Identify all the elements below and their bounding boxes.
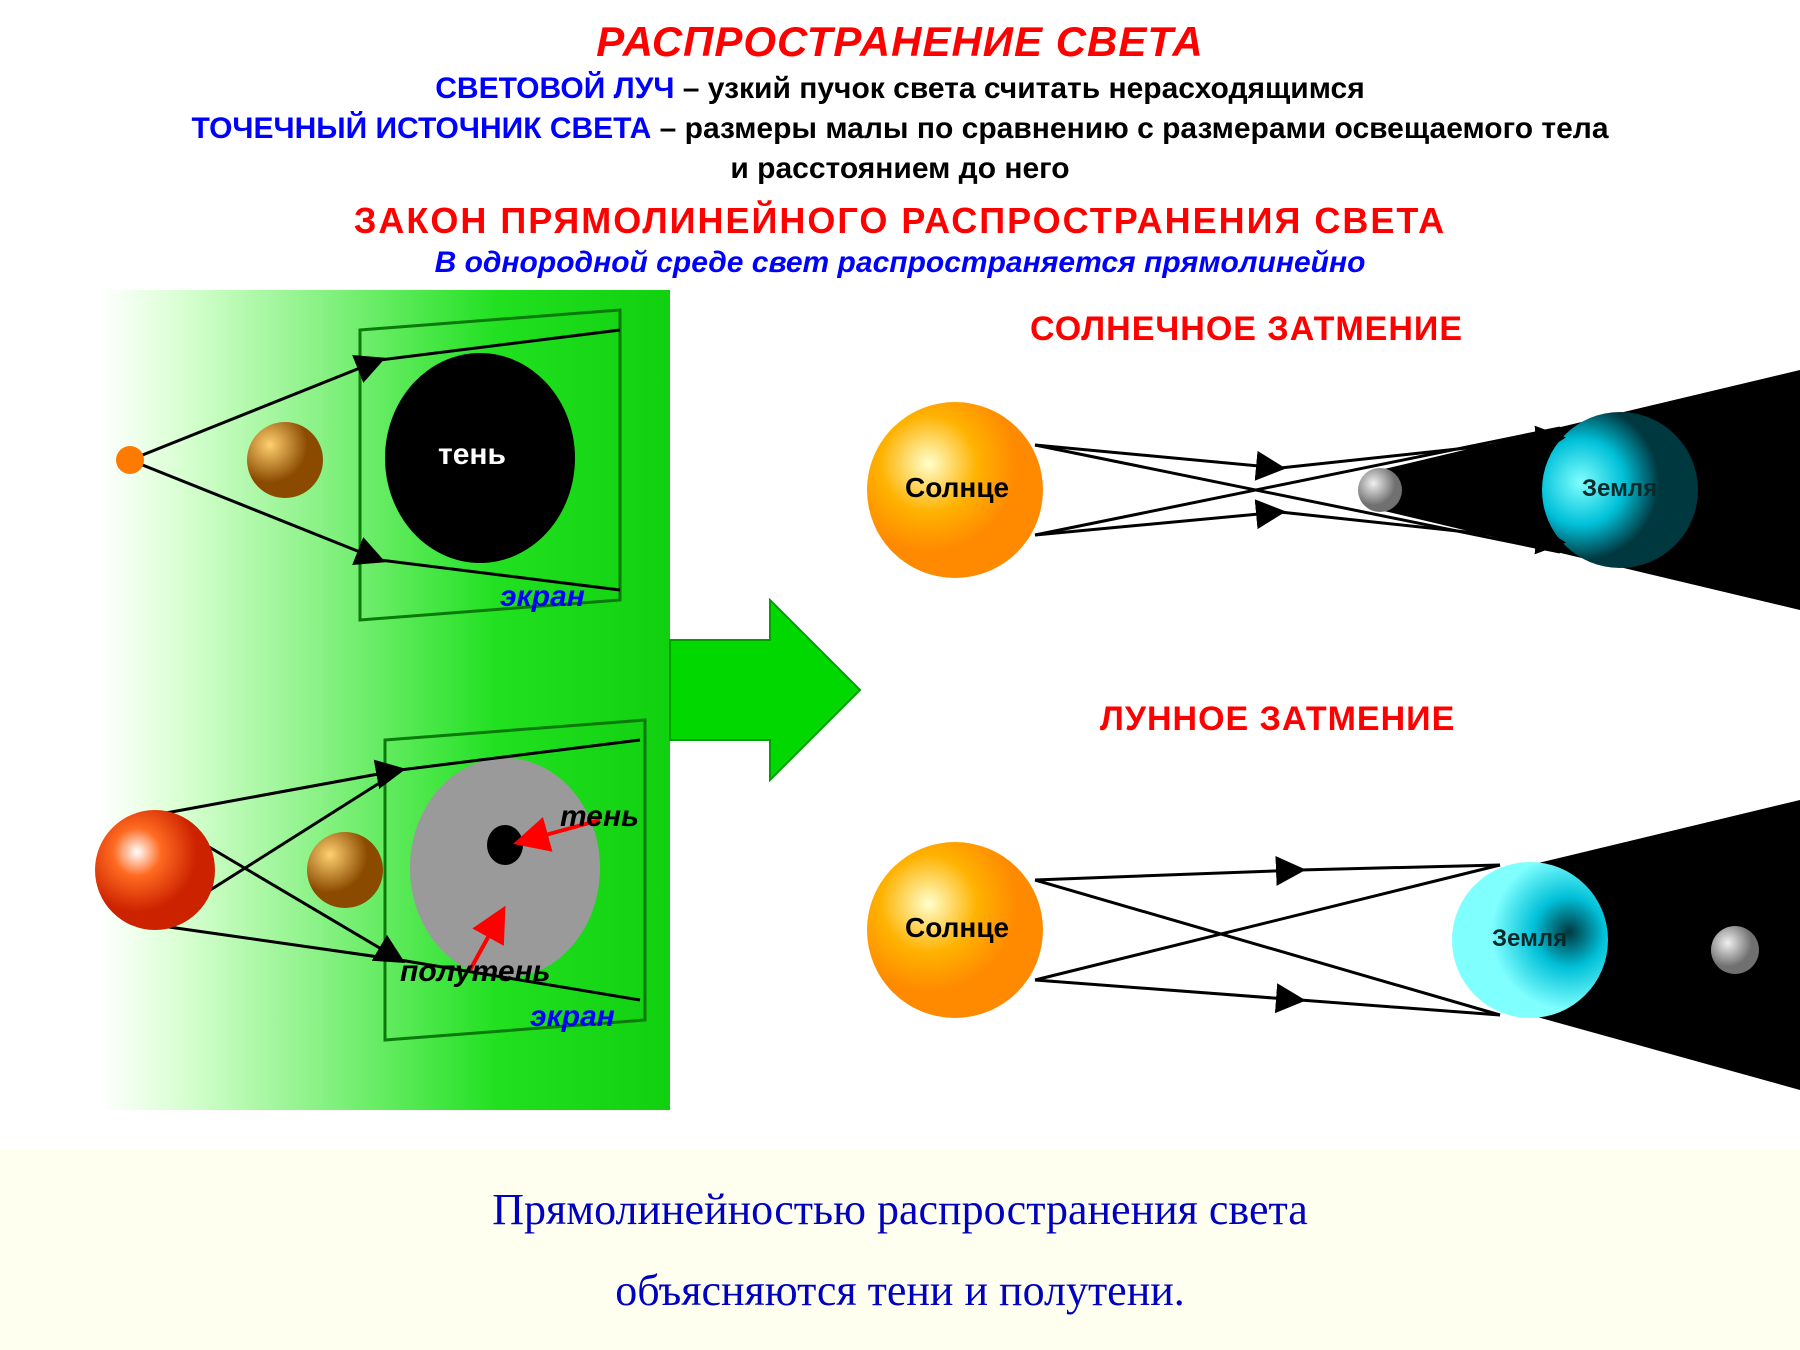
shadow-diagram-point-source	[116, 310, 620, 620]
solar-eclipse-title: СОЛНЕЧНОЕ ЗАТМЕНИЕ	[1030, 310, 1463, 349]
diagram-svg	[0, 0, 1800, 1350]
footer-line-1: Прямолинейностью распространения света	[492, 1184, 1308, 1235]
earth-label-solar: Земля	[1582, 475, 1657, 503]
shadow-label-top: тень	[438, 438, 506, 472]
penumbra-label: полутень	[400, 955, 551, 989]
footer-box: Прямолинейностью распространения света о…	[0, 1150, 1800, 1350]
sun-label-solar: Солнце	[905, 472, 1009, 504]
page-root: РАСПРОСТРАНЕНИЕ СВЕТА СВЕТОВОЙ ЛУЧ – узк…	[0, 0, 1800, 1350]
sun-label-lunar: Солнце	[905, 912, 1009, 944]
footer-line-2: объясняются тени и полутени.	[615, 1265, 1185, 1316]
lunar-eclipse-title: ЛУННОЕ ЗАТМЕНИЕ	[1100, 700, 1455, 739]
shadow-diagram-extended-source	[95, 720, 645, 1040]
screen-label-bottom: экран	[530, 1000, 615, 1034]
lunar-eclipse-diagram	[867, 800, 1800, 1090]
screen-label-top: экран	[500, 580, 585, 614]
big-arrow-icon	[670, 600, 860, 780]
earth-label-lunar: Земля	[1492, 925, 1567, 953]
shadow-label-bottom: тень	[560, 800, 639, 834]
